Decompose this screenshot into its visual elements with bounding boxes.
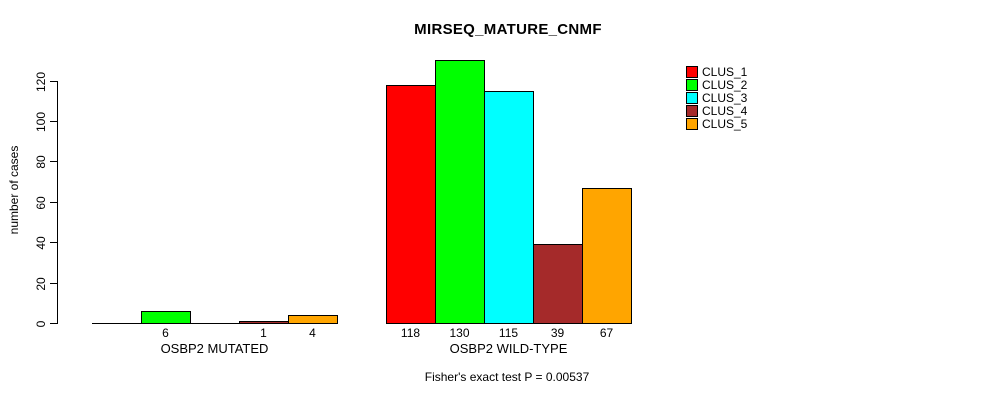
legend-swatch-clus-1 bbox=[686, 66, 698, 78]
legend-item-clus-5: CLUS_5 bbox=[686, 118, 747, 130]
y-axis-title: number of cases bbox=[7, 145, 21, 235]
y-tick-mark bbox=[50, 81, 57, 82]
bar-clus-3-osbp2-mutated bbox=[190, 323, 240, 324]
chart-title: MIRSEQ_MATURE_CNMF bbox=[414, 21, 602, 38]
legend-item-clus-3: CLUS_3 bbox=[686, 92, 747, 104]
bar-value-label: 6 bbox=[162, 326, 169, 340]
legend: CLUS_1 CLUS_2 CLUS_3 CLUS_4 CLUS_5 bbox=[686, 66, 747, 131]
y-tick-mark bbox=[50, 161, 57, 162]
legend-swatch-clus-3 bbox=[686, 92, 698, 104]
bar-clus-4-osbp2-mutated bbox=[239, 321, 289, 324]
legend-item-clus-4: CLUS_4 bbox=[686, 105, 747, 117]
bar-value-label: 4 bbox=[309, 326, 316, 340]
bar-clus-3-osbp2-wild-type bbox=[484, 91, 534, 324]
group-label-osbp2-wild-type: OSBP2 WILD-TYPE bbox=[449, 341, 568, 356]
legend-label: CLUS_1 bbox=[702, 65, 748, 79]
y-tick-mark bbox=[50, 242, 57, 243]
y-tick-label: 60 bbox=[34, 195, 48, 210]
bar-clus-1-osbp2-wild-type bbox=[386, 85, 436, 324]
legend-swatch-clus-2 bbox=[686, 79, 698, 91]
y-tick-mark bbox=[50, 121, 57, 122]
group-label-osbp2-mutated: OSBP2 MUTATED bbox=[160, 341, 269, 356]
bar-clus-2-osbp2-wild-type bbox=[435, 60, 485, 324]
legend-label: CLUS_5 bbox=[702, 117, 748, 131]
y-tick-label: 120 bbox=[34, 71, 48, 92]
legend-label: CLUS_4 bbox=[702, 104, 748, 118]
bar-clus-5-osbp2-wild-type bbox=[582, 188, 632, 324]
bar-value-label: 67 bbox=[599, 326, 614, 340]
bar-value-label: 115 bbox=[498, 326, 519, 340]
y-axis-line bbox=[57, 81, 58, 324]
bar-value-label: 130 bbox=[449, 326, 470, 340]
legend-label: CLUS_3 bbox=[702, 91, 748, 105]
y-tick-label: 0 bbox=[34, 320, 48, 327]
bar-clus-5-osbp2-mutated bbox=[288, 315, 338, 324]
y-tick-label: 80 bbox=[34, 154, 48, 169]
y-tick-label: 100 bbox=[34, 111, 48, 132]
p-value-annotation: Fisher's exact test P = 0.00537 bbox=[424, 370, 590, 384]
legend-item-clus-1: CLUS_1 bbox=[686, 66, 747, 78]
legend-label: CLUS_2 bbox=[702, 78, 748, 92]
y-tick-label: 20 bbox=[34, 276, 48, 291]
bar-value-label: 118 bbox=[400, 326, 421, 340]
legend-swatch-clus-5 bbox=[686, 118, 698, 130]
y-tick-mark bbox=[50, 283, 57, 284]
bar-value-label: 39 bbox=[550, 326, 565, 340]
y-tick-label: 40 bbox=[34, 235, 48, 250]
legend-swatch-clus-4 bbox=[686, 105, 698, 117]
bar-clus-1-osbp2-mutated bbox=[92, 323, 142, 324]
y-tick-mark bbox=[50, 202, 57, 203]
bar-clus-2-osbp2-mutated bbox=[141, 311, 191, 324]
bar-clus-4-osbp2-wild-type bbox=[533, 244, 583, 324]
bar-value-label: 1 bbox=[260, 326, 267, 340]
legend-item-clus-2: CLUS_2 bbox=[686, 79, 747, 91]
y-tick-mark bbox=[50, 323, 57, 324]
